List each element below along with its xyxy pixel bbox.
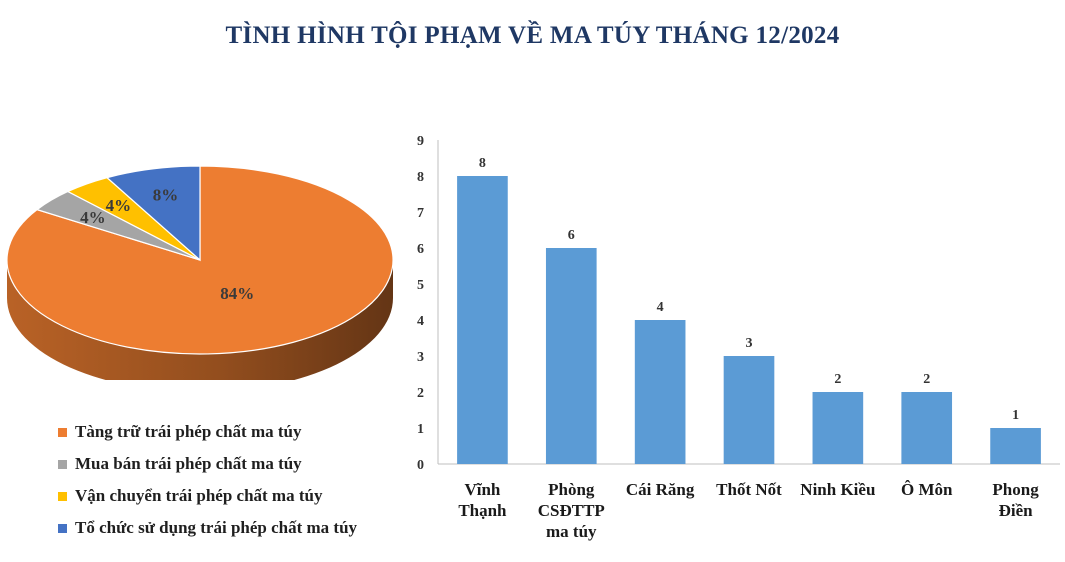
legend-swatch: [58, 491, 67, 501]
legend-label: Tổ chức sử dụng trái phép chất ma túy: [75, 518, 358, 537]
bar: [634, 320, 686, 464]
bar-data-label: 2: [834, 372, 841, 387]
bar-data-label: 6: [568, 228, 575, 243]
y-tick-label: 0: [417, 458, 424, 473]
bar-data-label: 4: [657, 300, 664, 315]
x-category-label: Ninh Kiều: [800, 480, 875, 499]
pie-data-label: 4%: [106, 196, 132, 215]
bar-chart: 0 1 2 3 4 5 6 7 8 9 8 Vĩnh Thạnh 6 Phòng CSĐTTP ma túy 4 C…: [417, 134, 1060, 541]
y-tick-label: 7: [417, 206, 424, 221]
pie-slice: [105, 165, 201, 262]
legend-label: Vận chuyển trái phép chất ma túy: [75, 486, 323, 505]
x-category-label: Cái Răng: [626, 480, 695, 499]
y-tick-label: 1: [417, 422, 424, 437]
bar-data-label: 1: [1012, 408, 1019, 423]
y-tick-label: 6: [417, 242, 424, 257]
bar: [812, 392, 864, 464]
x-category-label: Phong Điền: [992, 480, 1039, 520]
chart-title: TÌNH HÌNH TỘI PHẠM VỀ MA TÚY THÁNG 12/20…: [225, 22, 840, 49]
x-category-label: Thốt Nốt: [716, 480, 782, 499]
y-tick-label: 4: [417, 314, 424, 329]
legend-label: Tàng trữ trái phép chất ma túy: [75, 422, 302, 441]
legend-label: Mua bán trái phép chất ma túy: [75, 454, 302, 473]
x-category-label: Phòng CSĐTTP ma túy: [538, 480, 605, 541]
bar-data-label: 2: [923, 372, 930, 387]
pie-chart: 84% 4%4% 8%: [6, 165, 394, 380]
y-tick-label: 8: [417, 170, 424, 185]
pie-data-label: 8%: [153, 185, 179, 204]
legend-item: Tàng trữ trái phép chất ma túy: [58, 416, 357, 448]
pie-legend: Tàng trữ trái phép chất ma túy Mua bán tr…: [58, 416, 357, 544]
bar: [990, 428, 1041, 464]
bar-data-label: 3: [746, 336, 753, 351]
pie-data-label: 4%: [80, 208, 106, 227]
pie-data-label: 84%: [220, 284, 254, 303]
bar-data-label: 8: [479, 156, 486, 171]
y-tick-label: 2: [417, 386, 424, 401]
legend-item: Tổ chức sử dụng trái phép chất ma túy: [58, 512, 357, 544]
legend-item: Mua bán trái phép chất ma túy: [58, 448, 357, 480]
bar: [723, 356, 775, 464]
x-category-label: Ô Môn: [901, 480, 953, 499]
x-category-label: Vĩnh Thạnh: [458, 480, 507, 520]
bar: [545, 248, 597, 464]
legend-swatch: [58, 459, 67, 469]
y-tick-label: 3: [417, 350, 424, 365]
legend-swatch: [58, 427, 67, 437]
bar: [901, 392, 953, 464]
bar: [457, 176, 508, 464]
pie-side-wall: [7, 260, 393, 380]
y-tick-label: 9: [417, 134, 424, 149]
legend-swatch: [58, 523, 67, 533]
y-tick-label: 5: [417, 278, 424, 293]
legend-item: Vận chuyển trái phép chất ma túy: [58, 480, 357, 512]
